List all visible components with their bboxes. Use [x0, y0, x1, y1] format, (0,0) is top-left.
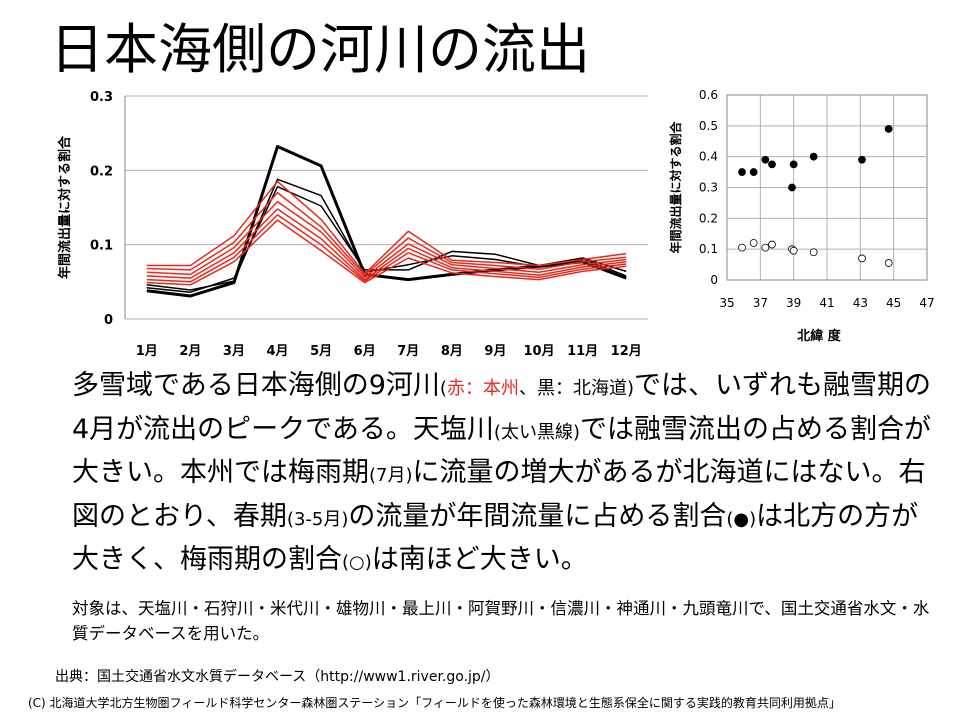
rainy-season-ratio-point: [768, 240, 776, 249]
y-tick-label: 0: [104, 313, 113, 328]
series-line-9: [146, 219, 627, 286]
monthly-runoff-chart: 0 0.1 0.2 0.3 1月 2月 3月 4月 5月 6月 7月 8月 9月 10月 11月 12月 年間流…: [57, 90, 648, 359]
spring-ratio-point: [809, 152, 818, 161]
spring-ratio-point: [768, 160, 776, 169]
body-black-hokkaido: 、黒：北海道): [518, 378, 634, 399]
rainy-season-ratio-point: [761, 243, 770, 252]
copyright-footer: (C) 北海道大学北方生物圏フィールド科学センター森林圏ステーション「フィールド…: [28, 696, 841, 710]
x-tick-label: 41: [819, 296, 834, 310]
x-tick-label: 39: [786, 296, 801, 310]
body-text-7: は南ほど大きい。: [371, 544, 588, 575]
x-tick-label: 9月: [484, 344, 506, 359]
body-paren-open-circle: (○): [342, 552, 372, 573]
series-line-7: [146, 208, 627, 281]
rainy-season-ratio-point: [789, 246, 798, 255]
latitude-scatter-chart: 0 0.1 0.2 0.3 0.4 0.5 0.6 35 37 39 41 43 45 47 年間流出量に対…: [668, 88, 935, 344]
body-text-5: の流量が年間流量に占める割合: [348, 500, 727, 532]
x-tick-label: 47: [919, 296, 934, 310]
body-paren-spring: (3-5月): [286, 508, 349, 530]
plot-frame: [726, 94, 928, 281]
y-tick-label: 0: [710, 273, 718, 287]
body-text-2: では、いずれも融雪期の4月が流出のピークである。天塩川: [72, 370, 931, 445]
x-tick-label: 1月: [136, 344, 158, 359]
body-text-6: は北方の方が大きく、梅雨期の割合: [72, 500, 919, 576]
rainy-season-ratio-point: [858, 254, 866, 263]
x-tick-label: 2月: [179, 344, 201, 359]
body-text-3: では融雪流出の占める割合が大きい。本州では梅雨期: [72, 413, 931, 489]
y-axis-label: 年間流出量に対する割合: [668, 121, 683, 254]
rainy-season-ratio-point: [809, 248, 818, 257]
slide-title: 日本海側の河川の流出: [50, 18, 590, 81]
y-tick-label: 0.2: [90, 164, 113, 179]
body-text-1: 多雪域である日本海側の9河川: [72, 370, 440, 401]
body-text: 多雪域である日本海側の9河川(赤：本州、黒：北海道)では、いずれも融雪期の4月が…: [72, 366, 932, 584]
x-tick-label: 8月: [441, 344, 463, 359]
body-paren-thick-line: (太い黒線): [493, 421, 580, 443]
body-paren-filled-circle: (●): [726, 508, 757, 530]
y-axis-label: 年間流出量に対する割合: [57, 135, 73, 279]
series-line-3: [146, 178, 627, 291]
body-text-4: に流量の増大があるが北海道にはない。右図のとおり、春期: [72, 457, 926, 532]
spring-ratio-point: [788, 183, 796, 192]
x-tick-label: 10月: [523, 344, 554, 359]
spring-ratio-point: [884, 125, 893, 133]
x-tick-label: 7月: [397, 344, 419, 359]
y-tick-label: 0.6: [699, 88, 718, 102]
x-tick-label: 11月: [567, 344, 598, 359]
body-paren-july: (7月): [369, 465, 413, 486]
spring-ratio-point: [858, 155, 866, 164]
y-tick-label: 0.2: [699, 211, 718, 225]
series-line-8: [146, 214, 627, 283]
y-tick-label: 0.5: [699, 119, 718, 133]
series-line-5: [146, 191, 627, 276]
y-tick-label: 0.3: [699, 181, 718, 195]
source-citation: 出典：国土交通省水文水質データベース（http://www1.river.go.…: [55, 669, 500, 685]
rainy-season-ratio-point: [884, 259, 893, 267]
x-tick-label: 35: [719, 296, 734, 310]
x-tick-label: 5月: [310, 344, 332, 359]
spring-ratio-point: [789, 160, 798, 169]
series-line-1: [146, 145, 627, 298]
x-tick-label: 6月: [354, 344, 376, 359]
target-rivers-note: 対象は、天塩川・石狩川・米代川・雄物川・最上川・阿賀野川・信濃川・神通川・九頭竜…: [72, 599, 930, 643]
spring-ratio-point: [738, 168, 746, 176]
rainy-season-ratio-point: [738, 243, 746, 252]
y-tick-label: 0.3: [90, 90, 113, 105]
x-tick-label: 45: [886, 296, 901, 310]
series-line-6: [146, 200, 627, 279]
y-tick-label: 0.1: [90, 239, 113, 254]
spring-ratio-point: [749, 168, 758, 176]
series-line-4: [146, 180, 627, 275]
body-red-honshu: 赤：本州: [446, 378, 519, 399]
spring-ratio-point: [761, 155, 770, 164]
body-paren-open: (: [439, 378, 447, 399]
rainy-season-ratio-point: [749, 239, 758, 247]
x-tick-label: 3月: [223, 344, 245, 359]
x-tick-label: 4月: [267, 344, 289, 359]
y-tick-label: 0.1: [699, 242, 718, 256]
x-axis-label: 北緯 度: [797, 328, 842, 344]
y-tick-label: 0.4: [699, 150, 718, 164]
x-tick-label: 43: [853, 296, 868, 310]
x-tick-label: 12月: [611, 344, 642, 359]
x-tick-label: 37: [753, 296, 768, 310]
